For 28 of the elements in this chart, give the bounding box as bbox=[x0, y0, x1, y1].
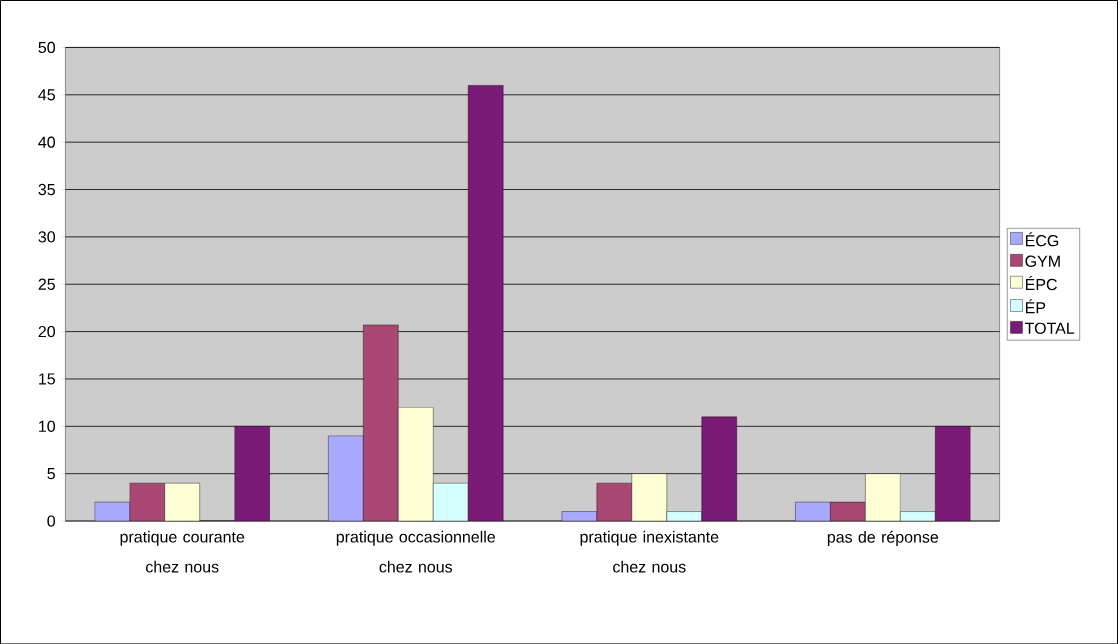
legend-label: GYM bbox=[1025, 255, 1060, 267]
bar bbox=[129, 482, 165, 521]
y-tick-label: 25 bbox=[38, 278, 55, 290]
y-tick-label: 45 bbox=[38, 89, 55, 101]
legend-label: ÉPC bbox=[1025, 275, 1057, 290]
x-tick-label: pratique occasionnelle chez nous bbox=[336, 530, 495, 573]
bar bbox=[363, 324, 399, 521]
legend-label: ÉCG bbox=[1025, 232, 1059, 247]
y-tick-label: 20 bbox=[38, 325, 56, 338]
y-tick-label: 35 bbox=[38, 183, 55, 195]
x-tick-label: pratique inexistante chez nous bbox=[580, 530, 719, 573]
y-tick-label: 5 bbox=[47, 467, 55, 480]
legend-label: ÉP bbox=[1025, 299, 1046, 314]
y-tick-label: 40 bbox=[38, 136, 56, 148]
bar bbox=[234, 425, 270, 521]
y-tick-label: 30 bbox=[38, 231, 56, 243]
x-tick-label: pas de réponse bbox=[827, 530, 939, 546]
bar bbox=[468, 84, 504, 521]
y-tick-label: 10 bbox=[39, 420, 56, 432]
bar bbox=[596, 482, 633, 521]
bar bbox=[935, 425, 971, 521]
bar bbox=[701, 416, 737, 521]
y-tick-label: 15 bbox=[39, 373, 55, 385]
legend-label: TOTAL bbox=[1025, 322, 1075, 334]
y-tick-label: 0 bbox=[47, 515, 56, 527]
bar bbox=[433, 482, 469, 521]
y-tick-label: 50 bbox=[38, 41, 56, 53]
x-tick-label: pratique courante chez nous bbox=[120, 530, 245, 573]
